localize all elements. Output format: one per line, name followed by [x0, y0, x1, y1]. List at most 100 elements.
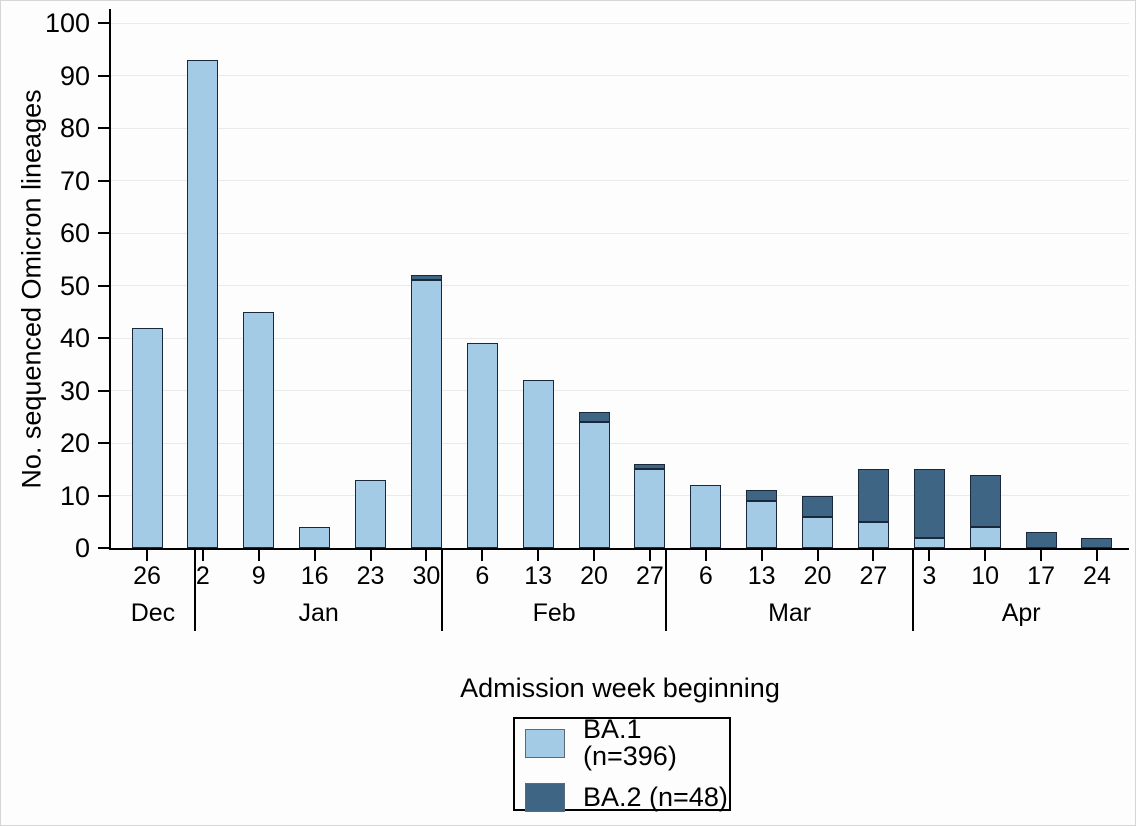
x-axis-title: Admission week beginning: [460, 673, 780, 703]
bar-segment-ba1-week-30: [410, 280, 442, 548]
gridline-20: [111, 442, 1129, 444]
x-tick-week-17-16: [1040, 548, 1043, 561]
month-label-jan: Jan: [298, 599, 339, 627]
bar-segment-ba1-week-20: [578, 422, 610, 548]
y-tick-100: [98, 22, 111, 24]
gridline-30: [111, 390, 1129, 391]
week-label-13: 27: [859, 562, 888, 590]
month-divider-2: [664, 548, 667, 631]
bar-segment-ba1-week-26: [131, 327, 163, 548]
x-tick-week-3-14: [928, 548, 931, 561]
legend-row-ba1: BA.1 (n=396): [525, 716, 729, 770]
bar-segment-ba1-week-13: [746, 500, 778, 548]
bar-segment-ba1-week-2: [187, 59, 219, 548]
x-tick-week-23-4: [369, 548, 372, 561]
x-tick-week-27-9: [648, 548, 651, 561]
y-tick-10: [98, 494, 111, 497]
bar-segment-ba1-week-20: [802, 516, 834, 548]
week-label-3: 16: [300, 562, 329, 590]
bar-segment-ba1-week-6: [690, 485, 722, 548]
x-tick-week-6-10: [704, 548, 707, 561]
week-label-10: 6: [698, 562, 713, 590]
y-tick-60: [98, 232, 111, 234]
week-label-15: 10: [971, 562, 1000, 590]
y-tick-label-0: 0: [74, 533, 90, 563]
bar-segment-ba1-week-27: [857, 521, 889, 548]
x-tick-week-26-0: [146, 548, 148, 561]
bar-segment-ba2-week-27: [634, 464, 666, 470]
bar-segment-ba1-week-3: [913, 537, 945, 548]
x-tick-week-2-1: [201, 548, 204, 561]
week-label-12: 20: [803, 562, 832, 590]
x-tick-week-9-2: [257, 548, 260, 561]
month-divider-0: [193, 548, 196, 631]
gridline-10: [111, 495, 1129, 496]
legend-row-ba2: BA.2 (n=48): [525, 783, 729, 812]
y-tick-label-100: 100: [44, 8, 90, 38]
gridline-70: [111, 180, 1129, 181]
legend-label-ba2: BA.2 (n=48): [583, 782, 728, 812]
y-tick-0: [98, 547, 111, 549]
x-tick-week-30-5: [425, 548, 428, 561]
bar-segment-ba1-week-6: [466, 343, 498, 548]
month-divider-3: [912, 548, 915, 631]
bar-segment-ba2-week-30: [410, 275, 442, 281]
bar-segment-ba2-week-10: [969, 474, 1001, 527]
month-divider-1: [441, 548, 444, 631]
bar-segment-ba1-week-13: [522, 380, 554, 548]
y-tick-label-50: 50: [59, 270, 90, 301]
y-tick-90: [98, 74, 111, 77]
y-tick-label-80: 80: [59, 113, 90, 143]
week-label-2: 9: [251, 562, 266, 590]
gridline-40: [111, 337, 1129, 339]
bar-segment-ba2-week-20: [802, 495, 834, 517]
x-tick-week-6-6: [481, 548, 484, 561]
y-tick-label-40: 40: [59, 323, 90, 353]
bar-segment-ba1-week-16: [299, 527, 331, 548]
gridline-60: [111, 232, 1129, 234]
week-label-8: 20: [580, 562, 608, 590]
y-tick-label-10: 10: [59, 480, 90, 511]
bar-segment-ba2-week-24: [1081, 537, 1113, 548]
gridline-50: [111, 285, 1129, 286]
bar-segment-ba1-week-10: [969, 527, 1001, 548]
bar-segment-ba2-week-20: [578, 411, 610, 422]
y-tick-20: [98, 442, 111, 444]
x-tick-week-13-7: [537, 548, 540, 561]
week-label-5: 30: [412, 562, 441, 590]
bar-segment-ba2-week-27: [857, 469, 889, 522]
x-axis-line: [109, 548, 1129, 550]
week-label-16: 17: [1027, 562, 1055, 590]
x-tick-week-24-17: [1095, 548, 1098, 561]
week-label-11: 13: [747, 562, 776, 590]
y-tick-label-70: 70: [59, 165, 90, 196]
x-tick-week-10-15: [984, 548, 987, 561]
week-label-6: 6: [475, 562, 490, 590]
month-label-feb: Feb: [532, 599, 576, 627]
week-label-1: 2: [195, 562, 210, 590]
y-tick-80: [98, 127, 111, 129]
week-label-9: 27: [636, 562, 664, 590]
week-label-7: 13: [524, 562, 553, 590]
x-tick-week-20-12: [816, 548, 819, 561]
week-label-14: 3: [922, 562, 937, 590]
legend-label-ba1: BA.1 (n=396): [583, 714, 677, 771]
month-label-apr: Apr: [1001, 599, 1041, 627]
x-tick-week-13-11: [760, 548, 763, 561]
y-tick-label-20: 20: [59, 428, 90, 458]
week-label-4: 23: [356, 562, 385, 590]
x-tick-week-27-13: [872, 548, 875, 561]
legend-swatch-ba1: [525, 728, 565, 758]
bar-segment-ba1-week-27: [634, 469, 666, 548]
gridline-90: [111, 75, 1129, 76]
y-tick-70: [98, 179, 111, 182]
bar-segment-ba2-week-3: [913, 469, 945, 538]
y-tick-30: [98, 389, 111, 392]
legend: BA.1 (n=396) BA.2 (n=48): [513, 716, 731, 812]
bar-segment-ba2-week-17: [1025, 532, 1057, 548]
y-tick-50: [98, 284, 111, 287]
month-label-mar: Mar: [768, 599, 812, 627]
y-tick-label-90: 90: [59, 60, 90, 91]
bar-segment-ba1-week-9: [243, 311, 275, 548]
